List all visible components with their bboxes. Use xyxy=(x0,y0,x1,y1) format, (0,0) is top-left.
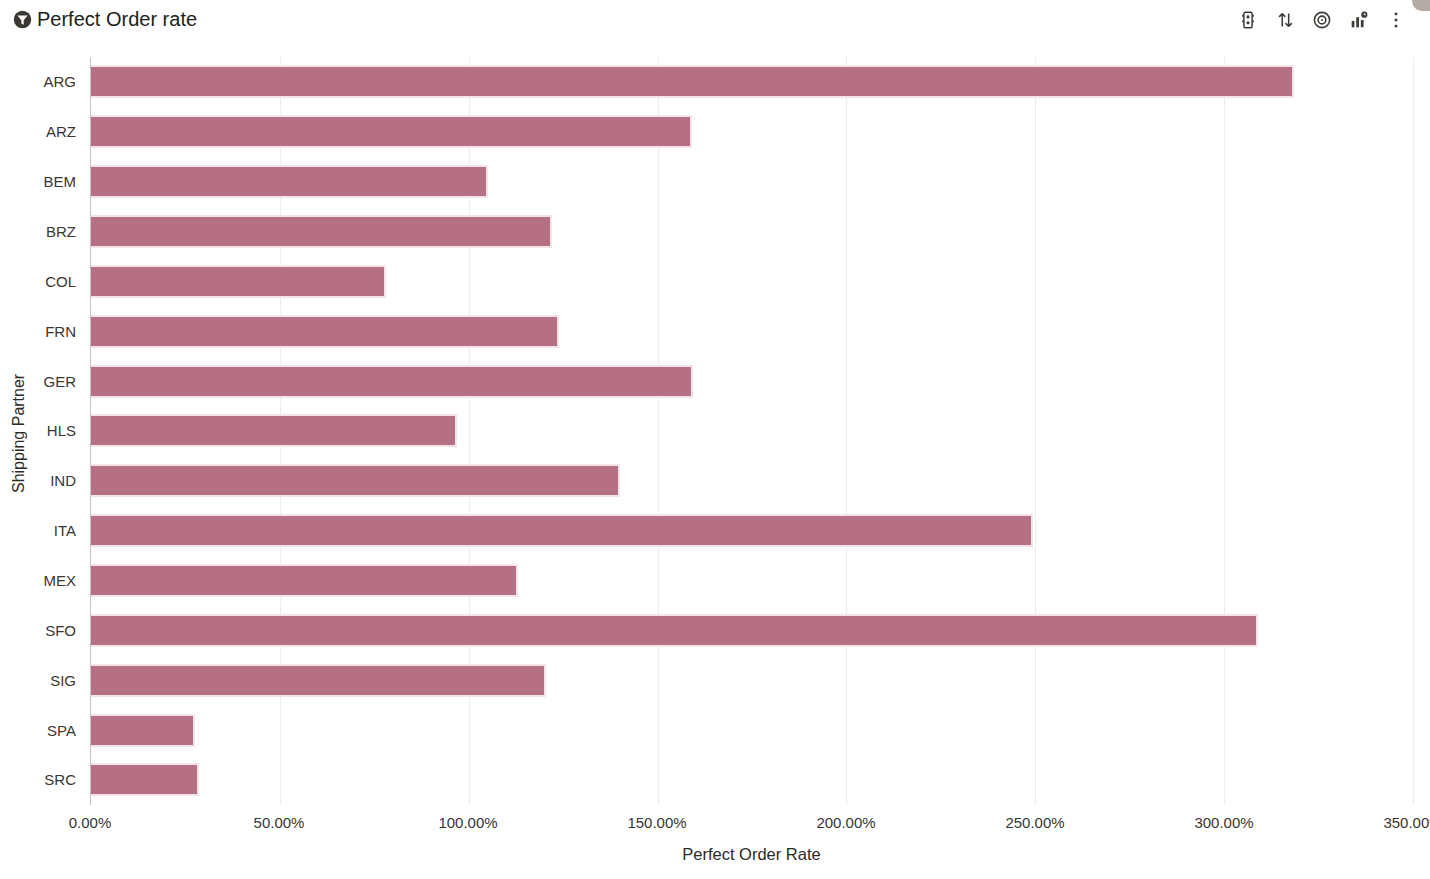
y-tick-label-mex: MEX xyxy=(0,556,90,606)
bar-spa[interactable] xyxy=(91,714,195,747)
gridline xyxy=(1413,57,1414,805)
bar-ita[interactable] xyxy=(91,514,1033,547)
sort-icon[interactable] xyxy=(1273,8,1297,32)
x-tick-label: 50.00% xyxy=(254,814,305,831)
y-tick-label-sfo: SFO xyxy=(0,605,90,655)
y-tick-label-frn: FRN xyxy=(0,306,90,356)
time-series-chart-icon[interactable] xyxy=(1347,8,1371,32)
bar-sig[interactable] xyxy=(91,664,546,697)
x-axis-title: Perfect Order Rate xyxy=(90,845,1413,864)
bar-arg[interactable] xyxy=(91,65,1294,98)
x-tick-label: 250.00% xyxy=(1005,814,1064,831)
bar-row xyxy=(91,655,1413,705)
status-traffic-light-icon[interactable] xyxy=(1236,8,1260,32)
y-tick-label-spa: SPA xyxy=(0,705,90,755)
bar-row xyxy=(91,107,1413,157)
y-tick-label-ita: ITA xyxy=(0,506,90,556)
y-tick-label-brz: BRZ xyxy=(0,207,90,257)
filter-funnel-icon xyxy=(10,7,34,31)
plot-area xyxy=(90,57,1413,805)
x-axis: 0.00%50.00%100.00%150.00%200.00%250.00%3… xyxy=(90,814,1413,834)
bar-col[interactable] xyxy=(91,265,386,298)
bar-src[interactable] xyxy=(91,763,199,796)
x-tick-label: 200.00% xyxy=(816,814,875,831)
x-tick-label: 350.00% xyxy=(1383,814,1430,831)
chart-header: Perfect Order rate xyxy=(0,0,1430,44)
y-tick-label-col: COL xyxy=(0,256,90,306)
bar-row xyxy=(91,306,1413,356)
y-tick-label-sig: SIG xyxy=(0,655,90,705)
more-options-kebab-icon[interactable] xyxy=(1384,8,1408,32)
y-axis-title: Shipping Partner xyxy=(10,374,28,493)
y-tick-label-arg: ARG xyxy=(0,57,90,107)
bar-row xyxy=(91,356,1413,406)
bar-row xyxy=(91,456,1413,506)
bar-hls[interactable] xyxy=(91,414,457,447)
bar-ind[interactable] xyxy=(91,464,620,497)
bar-arz[interactable] xyxy=(91,115,692,148)
bar-ger[interactable] xyxy=(91,365,693,398)
bar-row xyxy=(91,506,1413,556)
chart-title: Perfect Order rate xyxy=(37,6,197,32)
bar-mex[interactable] xyxy=(91,564,518,597)
bar-row xyxy=(91,207,1413,257)
target-bullseye-icon[interactable] xyxy=(1310,8,1334,32)
bar-row xyxy=(91,755,1413,805)
bar-row xyxy=(91,57,1413,107)
bar-sfo[interactable] xyxy=(91,614,1258,647)
bar-row xyxy=(91,157,1413,207)
bar-frn[interactable] xyxy=(91,315,559,348)
y-tick-label-src: SRC xyxy=(0,755,90,805)
bar-row xyxy=(91,256,1413,306)
bar-row xyxy=(91,605,1413,655)
bar-bem[interactable] xyxy=(91,165,488,198)
chart-toolbar xyxy=(1236,6,1416,32)
bar-chart: ARGARZBEMBRZCOLFRNGERHLSINDITAMEXSFOSIGS… xyxy=(0,57,1413,864)
bar-row xyxy=(91,556,1413,606)
bar-row xyxy=(91,705,1413,755)
x-tick-label: 300.00% xyxy=(1194,814,1253,831)
x-tick-label: 100.00% xyxy=(438,814,497,831)
bar-row xyxy=(91,406,1413,456)
chart-title-group: Perfect Order rate xyxy=(10,6,197,32)
y-tick-label-arz: ARZ xyxy=(0,107,90,157)
bar-brz[interactable] xyxy=(91,215,552,248)
y-tick-label-bem: BEM xyxy=(0,157,90,207)
x-tick-label: 0.00% xyxy=(69,814,112,831)
x-tick-label: 150.00% xyxy=(627,814,686,831)
visualization-tile: Perfect Order rate xyxy=(0,0,1430,879)
